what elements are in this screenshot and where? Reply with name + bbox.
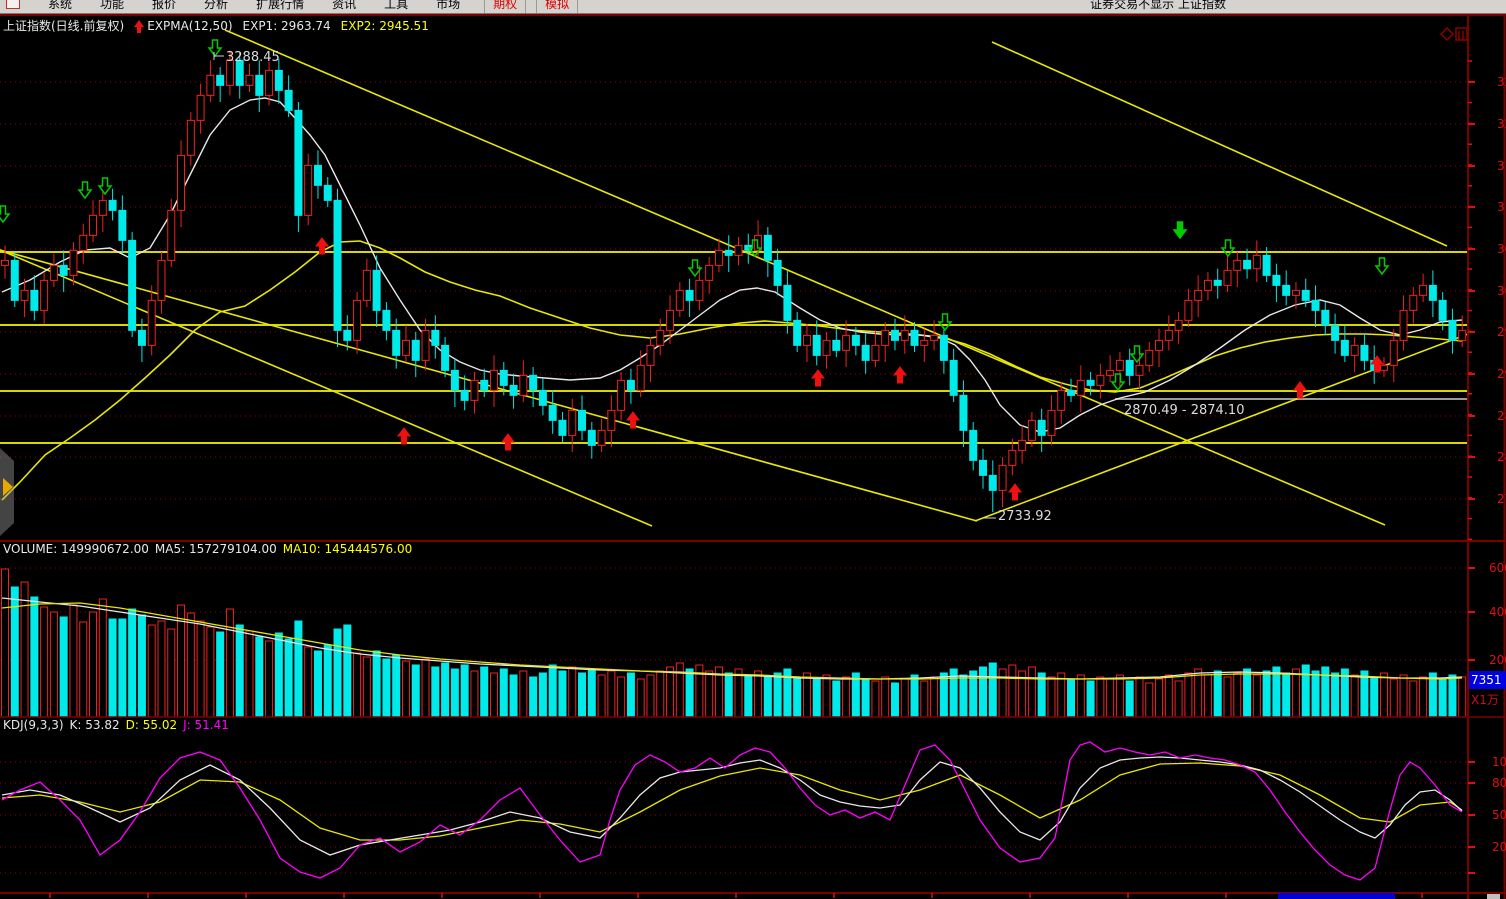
- buy-signal-arrow-icon: [626, 411, 640, 429]
- y-axis-tick-label: 2850: [1497, 409, 1506, 423]
- chart-canvas[interactable]: 3250 3200 3150 3100 3050 3000 2950 2900 2850 2800…: [0, 13, 1506, 899]
- instrument-title: 上证指数(日线.前复权): [3, 19, 125, 33]
- high-price-label: 3288.45: [226, 50, 280, 65]
- sell-signal-arrow-icon: [1172, 221, 1188, 240]
- scrollbar-corner: [1487, 894, 1500, 899]
- volume-axis-tick-label: 200: [1489, 653, 1506, 667]
- volume-pane-header: VOLUME: 149990672.00 MA5: 157279104.00 M…: [3, 542, 412, 556]
- y-axis-tick-label: 3200: [1497, 117, 1506, 131]
- volume-unit-label: X1万: [1471, 693, 1499, 707]
- kdj-axis-tick-label: 50: [1492, 808, 1506, 822]
- y-axis-tick-label: 2950: [1497, 325, 1506, 339]
- menu-item-function[interactable]: 功能: [100, 0, 125, 11]
- menu-item-news[interactable]: 资讯: [332, 0, 357, 11]
- app-logo-icon: [6, 0, 20, 9]
- buy-signal-arrow-icon: [1370, 355, 1384, 373]
- volume-axis-tick-label: 600: [1489, 561, 1506, 575]
- menu-item-analysis[interactable]: 分析: [204, 0, 229, 11]
- kdj-pane-header: KDJ(9,3,3) K: 53.82 D: 55.02 J: 51.41: [3, 718, 229, 732]
- buy-signal-arrow-icon: [397, 427, 411, 445]
- sell-signal-arrow-icon: [1374, 257, 1390, 276]
- kdj-j-value: J: 51.41: [183, 718, 229, 732]
- sell-signal-arrow-icon: [1220, 239, 1236, 258]
- pane-diamond-icon[interactable]: [1439, 26, 1455, 42]
- low-price-label: 2733.92: [998, 509, 1052, 524]
- sell-signal-arrow-icon: [77, 181, 93, 200]
- kdj-axis-tick-label: 20: [1492, 840, 1506, 854]
- exp1-value: EXP1: 2963.74: [242, 18, 331, 33]
- menu-item-quotes[interactable]: 报价: [152, 0, 177, 11]
- volume-ma10-value: MA10: 145444576.00: [282, 542, 413, 556]
- y-axis-tick-label: 3100: [1497, 200, 1506, 214]
- volume-axis-tick-label: 400: [1489, 605, 1506, 619]
- kdj-axis-tick-label: 100: [1492, 755, 1506, 769]
- buy-signal-arrow-icon: [1008, 483, 1022, 501]
- sell-signal-arrow-icon: [747, 239, 763, 258]
- buy-signal-arrow-icon: [501, 433, 515, 451]
- buy-signal-arrow-icon: [811, 369, 825, 387]
- indicator-name[interactable]: EXPMA(12,50): [147, 18, 233, 33]
- expander-arrow-icon: [3, 478, 13, 496]
- buy-signal-arrow-icon: [1293, 381, 1307, 399]
- pane-maximize-icon[interactable]: [1455, 27, 1468, 41]
- kdj-d-value: D: 55.02: [125, 718, 178, 732]
- buy-signal-arrow-icon: [315, 237, 329, 255]
- menu-item-simulation[interactable]: 模拟: [536, 0, 579, 13]
- menu-item-system[interactable]: 系统: [48, 0, 73, 11]
- y-axis-tick-label: 3250: [1497, 75, 1506, 89]
- kdj-k-value: K: 53.82: [69, 718, 120, 732]
- sell-signal-arrow-icon: [1129, 345, 1145, 364]
- menu-bar: 系统 功能 报价 分析 扩展行情 资讯 工具 市场 期权 模拟 证券交易不显示 …: [0, 0, 1506, 14]
- volume-current-badge: 7351: [1469, 671, 1506, 689]
- volume-ma5-value: MA5: 157279104.00: [154, 542, 277, 556]
- kdj-axis-tick-label: 80: [1492, 776, 1506, 790]
- exp2-value: EXP2: 2945.51: [340, 18, 429, 33]
- y-axis-tick-label: 3150: [1497, 159, 1506, 173]
- menu-item-options[interactable]: 期权: [484, 0, 527, 13]
- kdj-indicator-name[interactable]: KDJ(9,3,3): [3, 718, 64, 732]
- main-pane-header: 上证指数(日线.前复权) EXPMA(12,50) EXP1: 2963.74 …: [3, 17, 429, 34]
- volume-value[interactable]: VOLUME: 149990672.00: [3, 542, 149, 556]
- menu-right-label: 证券交易不显示 上证指数: [1090, 0, 1226, 11]
- y-axis-tick-label: 2800: [1497, 450, 1506, 464]
- buy-signal-arrow-icon: [893, 366, 907, 384]
- y-axis-tick-label: 2750: [1497, 492, 1506, 506]
- sell-signal-arrow-icon: [1110, 373, 1126, 392]
- y-axis-tick-label: 2900: [1497, 367, 1506, 381]
- date-badge: [1278, 893, 1395, 899]
- gap-range-label: 2870.49 - 2874.10: [1124, 403, 1245, 418]
- menu-item-extended-quotes[interactable]: 扩展行情: [256, 0, 305, 11]
- menu-item-market[interactable]: 市场: [436, 0, 461, 11]
- sell-signal-arrow-icon: [0, 205, 11, 224]
- sell-signal-arrow-icon: [207, 39, 223, 58]
- y-axis-tick-label: 3000: [1497, 284, 1506, 298]
- sell-signal-arrow-icon: [937, 313, 953, 332]
- signal-up-arrow-icon: [134, 18, 147, 33]
- sell-signal-arrow-icon: [97, 177, 113, 196]
- menu-item-tools[interactable]: 工具: [384, 0, 409, 11]
- y-axis-tick-label: 3050: [1497, 242, 1506, 256]
- sell-signal-arrow-icon: [687, 259, 703, 278]
